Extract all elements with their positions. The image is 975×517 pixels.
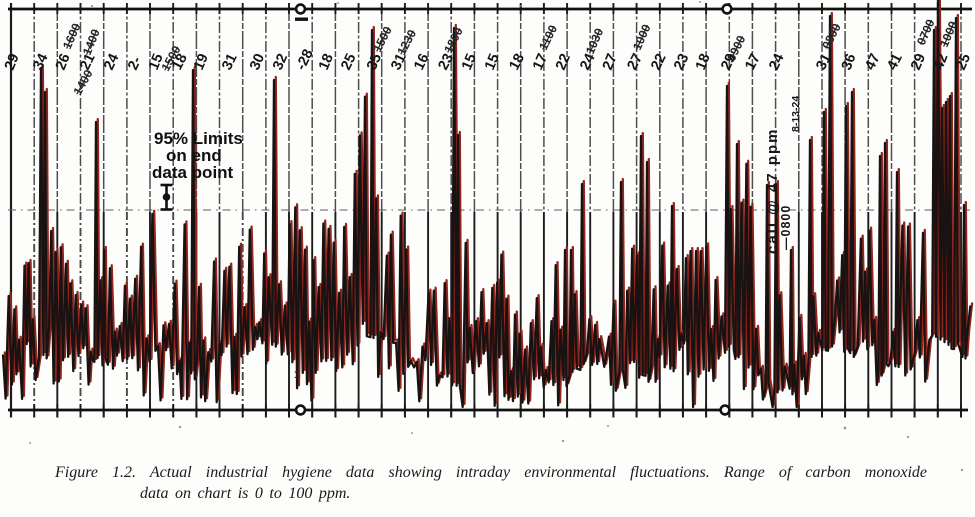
svg-text:18: 18 (316, 51, 337, 72)
svg-text:24: 24 (766, 51, 787, 73)
svg-text:35: 35 (364, 51, 385, 72)
svg-text:29: 29 (718, 51, 739, 73)
svg-text:15: 15 (482, 51, 503, 72)
svg-text:23: 23 (435, 51, 457, 73)
svg-text:22: 22 (648, 51, 669, 73)
svg-text:31: 31 (219, 51, 240, 73)
svg-text:18: 18 (169, 51, 191, 73)
svg-text:19: 19 (191, 51, 212, 72)
svg-text:36: 36 (839, 52, 860, 73)
svg-text:18: 18 (506, 51, 528, 73)
svg-text:15: 15 (459, 51, 480, 72)
svg-text:27: 27 (600, 52, 621, 73)
svg-text:22: 22 (553, 51, 574, 72)
svg-text:24: 24 (101, 51, 122, 72)
svg-text:34: 34 (30, 51, 51, 73)
svg-text:30: 30 (247, 51, 268, 72)
svg-text:32: 32 (270, 51, 291, 72)
svg-text:95% Limits: 95% Limits (154, 129, 243, 148)
svg-text:31: 31 (388, 51, 409, 73)
svg-text:call @ 47 ppm: call @ 47 ppm (764, 128, 781, 255)
svg-text:17: 17 (742, 51, 764, 73)
svg-text:25: 25 (338, 51, 359, 73)
svg-text:41: 41 (884, 51, 906, 73)
svg-text:on end: on end (166, 146, 222, 165)
svg-text:21: 21 (77, 51, 98, 73)
svg-text:42: 42 (931, 52, 952, 73)
svg-text:data point: data point (152, 163, 234, 182)
svg-text:24: 24 (577, 51, 598, 73)
svg-text:29: 29 (2, 52, 23, 73)
svg-text:23: 23 (671, 51, 692, 72)
svg-text:27: 27 (624, 51, 646, 73)
svg-text:31: 31 (813, 51, 835, 73)
svg-text:—0800: —0800 (779, 205, 793, 250)
svg-text:16: 16 (411, 51, 432, 73)
svg-text:26: 26 (53, 52, 74, 73)
svg-text:18: 18 (693, 52, 714, 73)
svg-text:2-: 2- (125, 54, 145, 73)
svg-text:47: 47 (862, 51, 883, 73)
svg-text:1: 1 (294, 369, 300, 381)
svg-text:15: 15 (146, 52, 167, 73)
svg-text:29: 29 (908, 51, 929, 72)
svg-text:17: 17 (530, 51, 551, 72)
svg-text:8-13-24: 8-13-24 (790, 96, 802, 132)
svg-text:25: 25 (953, 51, 974, 72)
